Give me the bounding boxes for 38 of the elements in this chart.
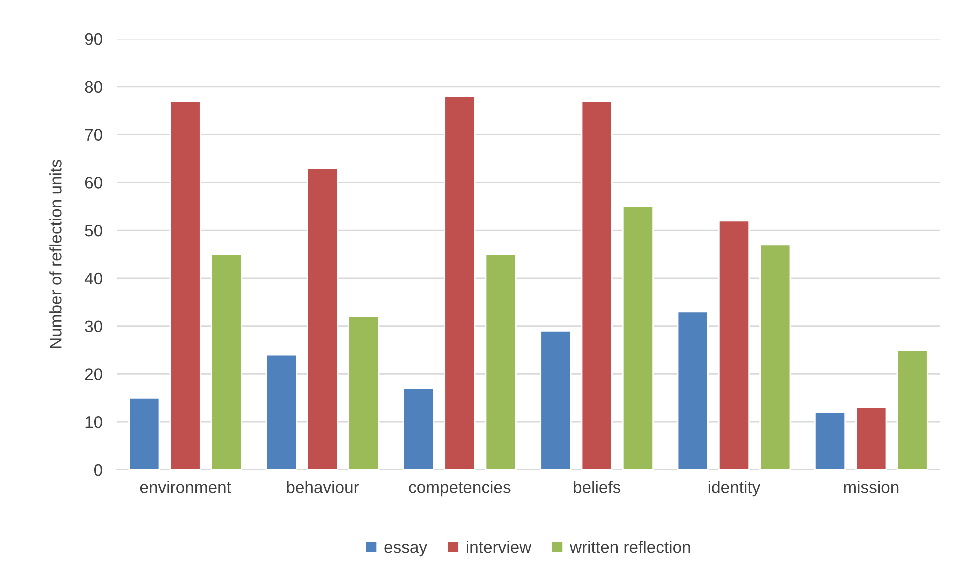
y-tick-label: 30 xyxy=(85,320,102,333)
bar xyxy=(814,412,846,470)
bar xyxy=(760,244,792,470)
legend-label: essay xyxy=(384,544,428,557)
bar xyxy=(622,206,654,470)
bar xyxy=(128,397,160,470)
y-tick-label: 0 xyxy=(94,464,102,476)
legend-label: written reflection xyxy=(570,541,690,554)
bar xyxy=(540,330,572,470)
x-tick-label: mission xyxy=(844,481,899,494)
y-tick-label: 70 xyxy=(85,129,102,141)
bar xyxy=(306,168,339,470)
y-tick-label: 90 xyxy=(85,33,102,46)
bar xyxy=(856,407,888,470)
bar xyxy=(581,100,613,470)
y-tick-label: 20 xyxy=(85,368,102,380)
bar xyxy=(718,220,750,470)
bar xyxy=(210,254,243,470)
legend-label: interview xyxy=(467,541,532,554)
bar xyxy=(170,100,202,470)
y-tick-label: 60 xyxy=(85,177,102,189)
x-tick-label: competencies xyxy=(409,481,511,497)
x-tick-label: environment xyxy=(140,481,232,494)
bar xyxy=(896,350,928,470)
y-tick-label: 40 xyxy=(84,272,102,285)
bar xyxy=(485,254,517,470)
x-tick-label: behaviour xyxy=(287,481,360,494)
bar xyxy=(348,316,380,470)
y-axis-title: Number of reflection units xyxy=(50,160,62,348)
bar xyxy=(266,354,298,470)
y-tick-label: 50 xyxy=(85,224,102,237)
y-tick-label: 80 xyxy=(85,81,102,94)
y-tick-label: 10 xyxy=(86,416,102,428)
x-tick-label: identity xyxy=(708,481,761,497)
bar xyxy=(444,96,476,470)
x-tick-label: beliefs xyxy=(574,481,621,494)
bar xyxy=(677,311,709,470)
bar xyxy=(402,388,435,470)
